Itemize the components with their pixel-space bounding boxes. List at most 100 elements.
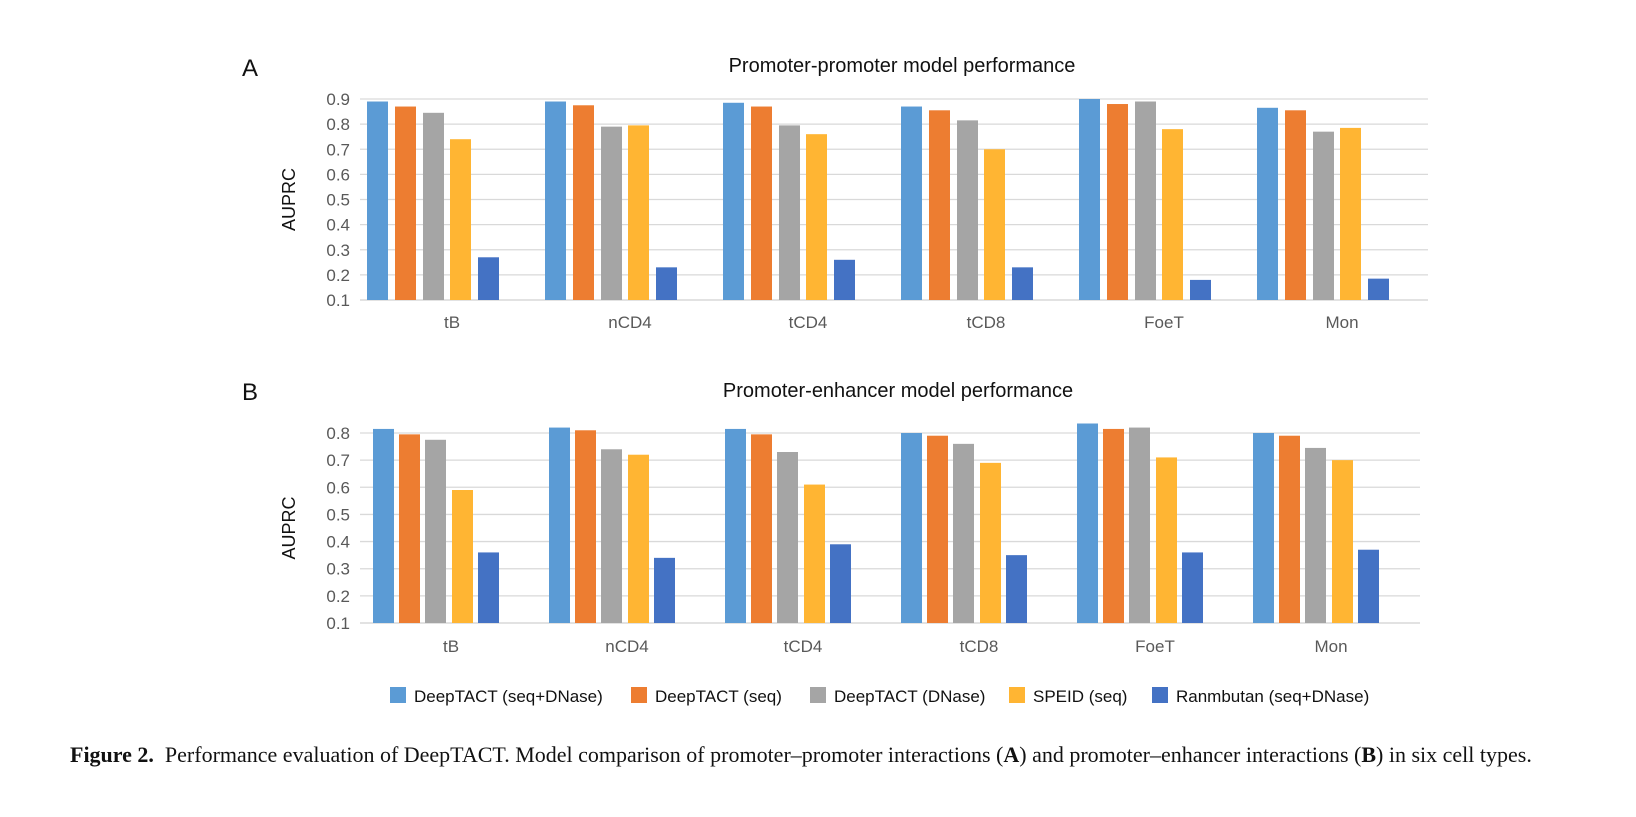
bar bbox=[984, 149, 1005, 300]
x-tick-label: tB bbox=[444, 313, 460, 332]
x-tick-label: Mon bbox=[1325, 313, 1358, 332]
y-tick-label: 0.5 bbox=[326, 505, 350, 524]
bar bbox=[452, 490, 473, 623]
caption-label: Figure 2. bbox=[70, 742, 154, 767]
bar bbox=[901, 106, 922, 300]
bar bbox=[1340, 127, 1361, 300]
bar bbox=[399, 434, 420, 623]
panel-label: B bbox=[242, 379, 258, 406]
caption-text-1: Performance evaluation of DeepTACT. Mode… bbox=[164, 742, 1004, 767]
bar bbox=[575, 430, 596, 623]
bar bbox=[1077, 423, 1098, 623]
legend-swatch bbox=[810, 687, 826, 703]
bar bbox=[478, 257, 499, 300]
y-tick-label: 0.1 bbox=[326, 291, 350, 310]
x-tick-label: tCD4 bbox=[789, 313, 828, 332]
bar bbox=[804, 484, 825, 623]
chart-title: Promoter-promoter model performance bbox=[729, 55, 1076, 77]
bar bbox=[1012, 267, 1033, 300]
bar bbox=[980, 462, 1001, 623]
y-tick-label: 0.7 bbox=[326, 451, 350, 470]
bar bbox=[545, 101, 566, 300]
bar bbox=[1129, 427, 1150, 623]
bar bbox=[1162, 129, 1183, 300]
bar bbox=[806, 134, 827, 300]
y-tick-label: 0.1 bbox=[326, 614, 350, 633]
x-tick-label: tB bbox=[443, 637, 459, 656]
bar bbox=[953, 443, 974, 623]
bar bbox=[1368, 278, 1389, 300]
bar bbox=[1135, 101, 1156, 300]
bar bbox=[1305, 447, 1326, 623]
bar bbox=[478, 552, 499, 623]
bar bbox=[929, 110, 950, 301]
x-tick-label: nCD4 bbox=[605, 637, 648, 656]
x-tick-label: Mon bbox=[1314, 637, 1347, 656]
y-tick-label: 0.7 bbox=[326, 140, 350, 159]
bar bbox=[656, 267, 677, 300]
y-tick-label: 0.3 bbox=[326, 241, 350, 260]
bar bbox=[1190, 279, 1211, 300]
caption-ref-b: B bbox=[1361, 742, 1377, 767]
y-tick-label: 0.6 bbox=[326, 165, 350, 184]
bar bbox=[957, 120, 978, 300]
bar bbox=[549, 427, 570, 623]
bar bbox=[1103, 428, 1124, 623]
bar bbox=[725, 428, 746, 623]
bar bbox=[1156, 457, 1177, 623]
y-tick-label: 0.2 bbox=[326, 587, 350, 606]
bar bbox=[654, 557, 675, 623]
legend-label: SPEID (seq) bbox=[1033, 687, 1127, 706]
legend-label: DeepTACT (seq) bbox=[655, 687, 782, 706]
bar bbox=[901, 433, 922, 623]
bar bbox=[1358, 549, 1379, 623]
bar bbox=[1107, 104, 1128, 301]
bar bbox=[927, 435, 948, 623]
bar bbox=[1182, 552, 1203, 623]
chart-panel-b: B Promoter-enhancer model performance AUPR… bbox=[242, 379, 1420, 656]
caption-text-3: ) in six cell types. bbox=[1376, 742, 1532, 767]
y-tick-label: 0.6 bbox=[326, 478, 350, 497]
bar bbox=[1332, 460, 1353, 623]
y-tick-label: 0.8 bbox=[326, 115, 350, 134]
bar bbox=[450, 139, 471, 300]
bar bbox=[777, 452, 798, 623]
y-tick-label: 0.4 bbox=[326, 533, 350, 552]
chart-title: Promoter-enhancer model performance bbox=[723, 380, 1073, 402]
legend-swatch bbox=[1152, 687, 1168, 703]
bar bbox=[1006, 555, 1027, 623]
bar bbox=[573, 105, 594, 300]
y-tick-label: 0.4 bbox=[326, 216, 350, 235]
x-tick-label: tCD8 bbox=[960, 637, 999, 656]
legend-swatch bbox=[1009, 687, 1025, 703]
y-tick-label: 0.5 bbox=[326, 191, 350, 210]
x-tick-label: FoeT bbox=[1144, 313, 1184, 332]
bar bbox=[628, 125, 649, 300]
bar bbox=[834, 259, 855, 300]
bar bbox=[1279, 435, 1300, 623]
caption-text-2: ) and promoter–enhancer interactions ( bbox=[1019, 742, 1362, 767]
y-axis-label: AUPRC bbox=[279, 168, 299, 231]
legend-label: DeepTACT (DNase) bbox=[834, 687, 985, 706]
chart-panel-a: A Promoter-promoter model performance AUPR… bbox=[242, 55, 1428, 332]
bar bbox=[830, 544, 851, 623]
bar bbox=[1313, 131, 1334, 300]
y-tick-label: 0.3 bbox=[326, 560, 350, 579]
bar bbox=[425, 439, 446, 623]
x-tick-label: tCD8 bbox=[967, 313, 1006, 332]
y-axis-label: AUPRC bbox=[279, 496, 299, 559]
y-tick-label: 0.2 bbox=[326, 266, 350, 285]
panel-label: A bbox=[242, 55, 258, 82]
bar bbox=[1285, 110, 1306, 301]
bar bbox=[751, 106, 772, 300]
bar bbox=[601, 449, 622, 623]
y-tick-label: 0.9 bbox=[326, 90, 350, 109]
x-tick-label: nCD4 bbox=[608, 313, 651, 332]
legend-swatch bbox=[390, 687, 406, 703]
y-tick-label: 0.8 bbox=[326, 424, 350, 443]
caption-ref-a: A bbox=[1003, 742, 1020, 767]
bar bbox=[751, 434, 772, 623]
legend-swatch bbox=[631, 687, 647, 703]
bar bbox=[423, 112, 444, 300]
bar bbox=[723, 102, 744, 300]
